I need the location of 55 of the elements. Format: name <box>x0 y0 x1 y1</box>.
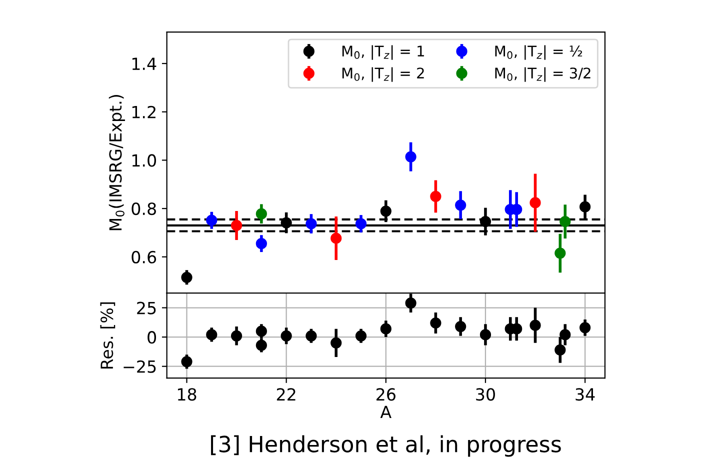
x-tick-label: 30 <box>476 388 495 401</box>
legend-label: M$_{0}$, |T$_{z}$| = 3/2 <box>495 67 590 82</box>
point <box>530 320 541 331</box>
y-tick-label: 0 <box>148 331 156 344</box>
point <box>256 238 267 250</box>
x-axis-title: A <box>380 406 392 418</box>
point <box>530 197 541 208</box>
point <box>560 329 571 340</box>
point <box>430 317 442 329</box>
point <box>206 214 218 226</box>
legend-label: M$_{0}$, |T$_{z}$| = 2 <box>342 67 424 82</box>
point <box>455 200 466 211</box>
x-tick-label: 34 <box>576 388 595 401</box>
point <box>430 190 442 202</box>
point <box>554 344 566 356</box>
x-tick-label: 22 <box>276 388 296 400</box>
point <box>405 298 416 309</box>
point <box>480 329 492 340</box>
point <box>355 330 367 342</box>
point <box>355 218 367 230</box>
y-axis-title: Res. [%] <box>100 302 116 369</box>
y-tick-label: 0.6 <box>132 250 156 264</box>
y-tick-label: −25 <box>124 360 156 373</box>
y-tick-label: 1.2 <box>132 106 156 118</box>
point <box>330 337 342 348</box>
text: [3] Henderson et al, in progress <box>211 435 561 457</box>
y-tick-label: 1.4 <box>132 58 156 70</box>
point <box>256 208 267 220</box>
point <box>405 151 416 162</box>
point <box>480 216 492 228</box>
x-tick-label: 26 <box>376 388 396 401</box>
y-tick-label: 0.8 <box>132 202 156 216</box>
legend-label: M$_{0}$, |T$_{z}$| = ½ <box>495 45 582 60</box>
point <box>455 320 466 332</box>
y-tick-label: 1.0 <box>132 154 156 167</box>
point <box>306 218 317 230</box>
point <box>554 248 566 259</box>
point <box>280 217 292 228</box>
x-tick-label: 18 <box>178 388 196 401</box>
y-axis-title: M$_{0}$(IMSRG/Expt.) <box>108 94 125 230</box>
point <box>230 330 242 342</box>
point <box>330 232 342 244</box>
point <box>579 201 591 212</box>
legend-label: M$_{0}$, |T$_{z}$| = 1 <box>342 45 424 60</box>
point <box>579 322 591 334</box>
point <box>280 330 292 342</box>
point <box>380 206 392 217</box>
point <box>230 220 242 231</box>
point <box>560 216 571 228</box>
point <box>181 356 192 368</box>
point <box>306 330 317 342</box>
point <box>380 323 392 334</box>
point <box>181 272 192 283</box>
point <box>206 329 218 340</box>
y-tick-label: 25 <box>137 302 156 314</box>
